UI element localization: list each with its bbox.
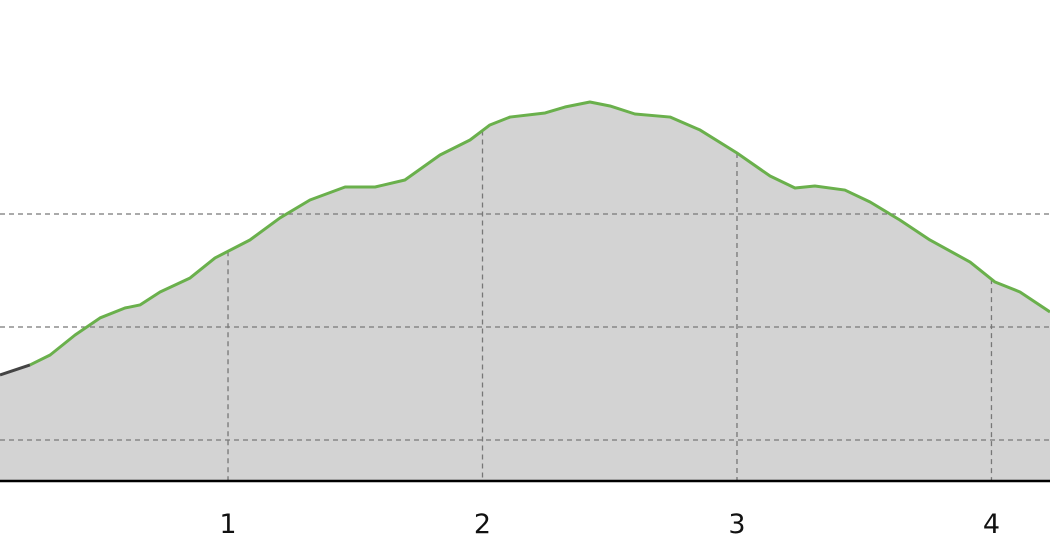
x-tick-label: 4 [983, 509, 1000, 540]
x-tick-label: 1 [219, 509, 236, 540]
elevation-line [29, 100, 1050, 367]
elevation-line-start [0, 363, 31, 377]
x-tick-label: 3 [728, 509, 745, 540]
x-tick-label: 2 [474, 509, 491, 540]
elevation-area [0, 102, 1050, 481]
